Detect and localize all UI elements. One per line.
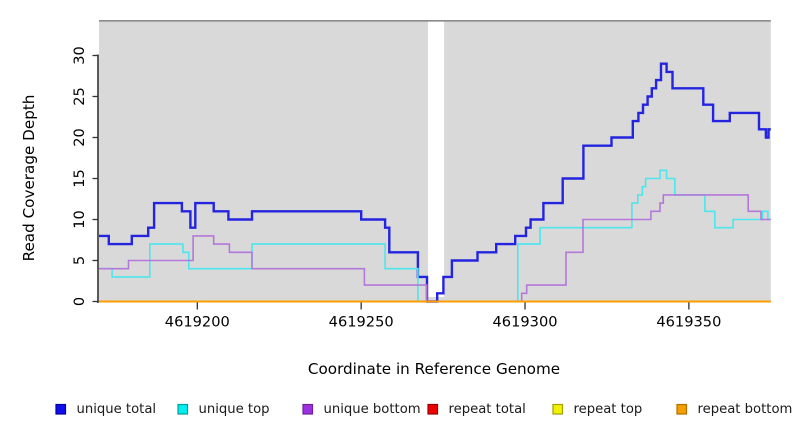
x-tick-label: 4619350 [656,314,721,331]
x-tick-label: 4619250 [329,314,394,331]
series-unique_total-line [99,62,771,303]
legend: unique total unique top unique bottom repea… [55,402,792,417]
y-tick-label: 10 [71,210,88,229]
x-axis-title: Coordinate in Reference Genome [308,360,560,378]
legend-label-repeat_total: repeat total [449,402,526,417]
legend-label-repeat_top: repeat top [574,402,643,417]
legend-swatch-unique_top [177,403,189,415]
legend-label-repeat_bottom: repeat bottom [698,402,792,417]
x-tick-label: 4619200 [165,314,230,331]
y-tick-label: 5 [71,256,88,265]
y-tick-label: 30 [71,46,88,65]
y-axis-title: Read Coverage Depth [20,95,38,262]
y-tick-label: 15 [71,169,88,188]
axes: 0 5 10 15 20 25 30 4619200 4619250 4619300 4619350 [71,46,721,330]
series-lines [99,62,771,303]
x-tick-label: 4619300 [493,314,558,331]
series-unique_bottom-line [99,194,771,303]
series-unique_top-line [99,169,771,303]
y-tick-label: 20 [71,128,88,147]
plot-panel [99,19,771,301]
legend-label-unique_top: unique top [199,402,270,417]
legend-swatch-unique_total [55,403,67,415]
legend-swatch-unique_bottom [302,403,314,415]
y-tick-label: 0 [71,297,88,306]
legend-swatch-repeat_top [552,403,564,415]
no-data-gap [428,21,445,297]
legend-swatch-repeat_bottom [676,403,688,415]
y-tick-label: 25 [71,87,88,106]
legend-label-unique_bottom: unique bottom [324,402,421,417]
legend-swatch-repeat_total [427,403,439,415]
legend-label-unique_total: unique total [77,402,157,417]
